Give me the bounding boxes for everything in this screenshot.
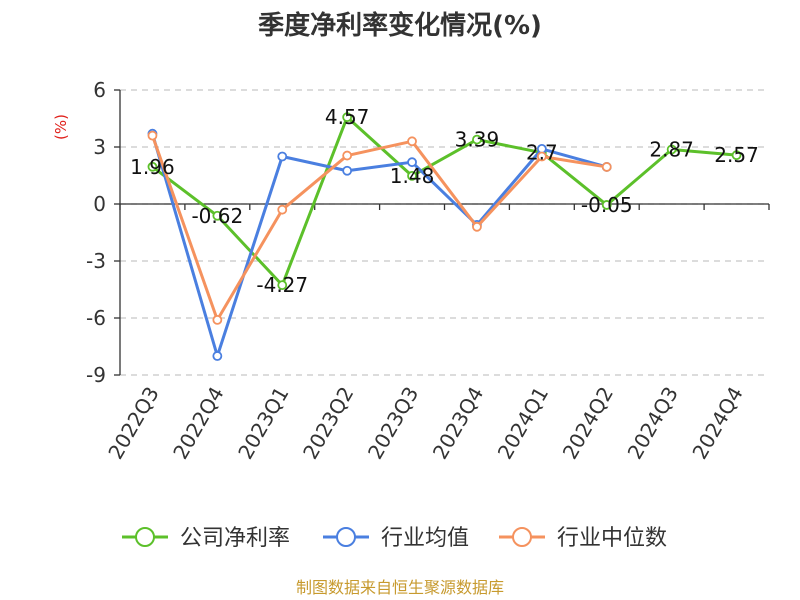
data-point [407, 136, 417, 147]
series-line [151, 115, 737, 287]
legend-marker [512, 527, 532, 547]
y-tick-label: 3 [93, 135, 106, 159]
data-label: 3.39 [455, 128, 500, 152]
data-point [277, 280, 288, 291]
grid-lines [120, 89, 769, 376]
y-tick-labels: 6 3 0 -3 -6 -9 [86, 78, 106, 387]
x-tick-label: 2023Q4 [428, 383, 488, 464]
data-label: -4.27 [256, 273, 308, 297]
data-label: -0.05 [581, 193, 633, 217]
data-point [472, 221, 482, 232]
x-tick-labels: 2022Q3 2022Q4 2023Q1 2023Q2 2023Q3 2023Q4 2024… [103, 383, 748, 464]
data-point [407, 157, 417, 168]
x-tick-label: 2024Q4 [687, 383, 747, 464]
data-point [472, 134, 482, 145]
legend-item: 行业均值 [323, 526, 469, 551]
x-tick-label: 2022Q4 [168, 383, 228, 464]
data-source-note: 制图数据来自恒生聚源数据库 [296, 578, 504, 597]
data-label: 2.7 [526, 141, 558, 165]
y-tick-label: -3 [86, 249, 106, 273]
data-point [212, 210, 223, 221]
x-tick-label: 2023Q3 [363, 383, 423, 464]
data-point [666, 144, 677, 155]
data-label: 1.48 [390, 164, 435, 188]
y-tick-label: -6 [86, 306, 106, 330]
x-tick-label: 2024Q3 [623, 383, 683, 464]
y-axis-unit: (%) [52, 114, 70, 140]
legend-label: 行业均值 [381, 526, 469, 551]
data-point [601, 162, 612, 172]
data-point [407, 170, 417, 181]
data-point [342, 150, 353, 161]
x-tick-label: 2022Q3 [103, 383, 163, 464]
legend-label: 公司净利率 [180, 526, 290, 551]
series-lines [147, 112, 742, 361]
data-point [147, 130, 158, 141]
axes [114, 89, 770, 376]
y-tick-label: 0 [93, 192, 106, 216]
data-label: 4.57 [325, 105, 370, 129]
data-label: 2.87 [649, 137, 694, 161]
data-point [277, 151, 288, 162]
data-point [277, 204, 288, 215]
data-point [536, 151, 547, 162]
data-point [601, 200, 612, 210]
series-line [151, 133, 608, 358]
legend: 公司净利率 行业均值 行业中位数 [122, 526, 667, 551]
legend-item: 行业中位数 [499, 526, 667, 551]
chart-title: 季度净利率变化情况(%) [258, 10, 542, 41]
data-point [147, 161, 158, 172]
x-tick-label: 2024Q2 [558, 383, 618, 464]
series-line [151, 135, 607, 322]
data-point [212, 351, 223, 361]
legend-marker [135, 527, 155, 547]
data-point [342, 112, 353, 123]
legend-label: 行业中位数 [557, 526, 667, 551]
x-tick-label: 2023Q1 [233, 383, 293, 464]
data-labels: 1.96 -0.62 -4.27 4.57 1.48 3.39 2.7 -0.05 2.87 2.… [130, 105, 759, 297]
data-label: 1.96 [130, 155, 175, 179]
data-point [212, 314, 223, 325]
x-tick-label: 2023Q2 [298, 383, 358, 464]
legend-marker [336, 527, 356, 547]
legend-item: 公司净利率 [122, 526, 290, 551]
y-tick-label: -9 [86, 363, 106, 387]
data-point [342, 165, 353, 176]
data-point [731, 150, 742, 161]
x-tick-label: 2024Q1 [493, 383, 553, 464]
series-2 [147, 130, 612, 325]
data-label: -0.62 [191, 204, 243, 228]
y-tick-label: 6 [93, 78, 106, 102]
data-label: 2.57 [714, 143, 759, 167]
series-0 [147, 112, 742, 291]
